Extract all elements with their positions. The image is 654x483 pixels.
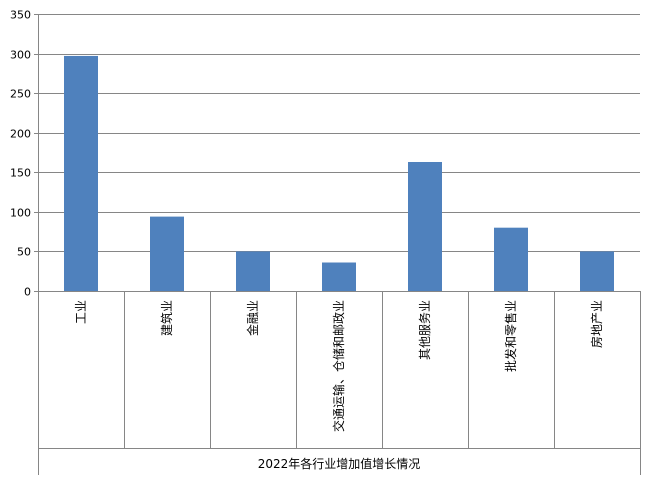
y-tick-label: 250: [10, 88, 31, 101]
bar: [322, 262, 356, 291]
bar: [64, 55, 98, 292]
y-tick-label: 300: [10, 49, 31, 62]
bar: [150, 216, 184, 291]
x-tick-label: 房地产业: [589, 300, 604, 348]
y-tick-label: 100: [10, 207, 31, 220]
bar: [494, 227, 528, 291]
y-tick-label: 350: [10, 9, 31, 22]
bars: [64, 55, 614, 292]
x-tick-label: 工业: [74, 300, 88, 324]
x-tick-label: 建筑业: [159, 300, 174, 336]
x-tick-label: 其他服务业: [417, 300, 432, 360]
axes: [34, 14, 641, 475]
y-tick-label: 0: [24, 286, 31, 299]
y-tick-labels: 0 50 100 150 200 250 300 350: [10, 9, 31, 299]
bar: [408, 161, 442, 291]
x-tick-label: 交通运输、仓储和邮政业: [331, 300, 346, 432]
x-tick-label: 批发和零售业: [503, 300, 518, 372]
y-tick-label: 200: [10, 128, 31, 141]
x-axis-title: 2022年各行业增加值增长情况: [258, 456, 421, 471]
y-tick-label: 50: [17, 246, 31, 259]
gridlines: [38, 14, 640, 252]
x-tick-labels: 工业 建筑业 金融业 交通运输、仓储和邮政业 其他服务业 批发和零售业 房地产业: [74, 300, 604, 432]
bar: [580, 251, 614, 291]
x-tick-label: 金融业: [245, 300, 260, 336]
y-tick-label: 150: [10, 167, 31, 180]
bar: [236, 251, 270, 291]
